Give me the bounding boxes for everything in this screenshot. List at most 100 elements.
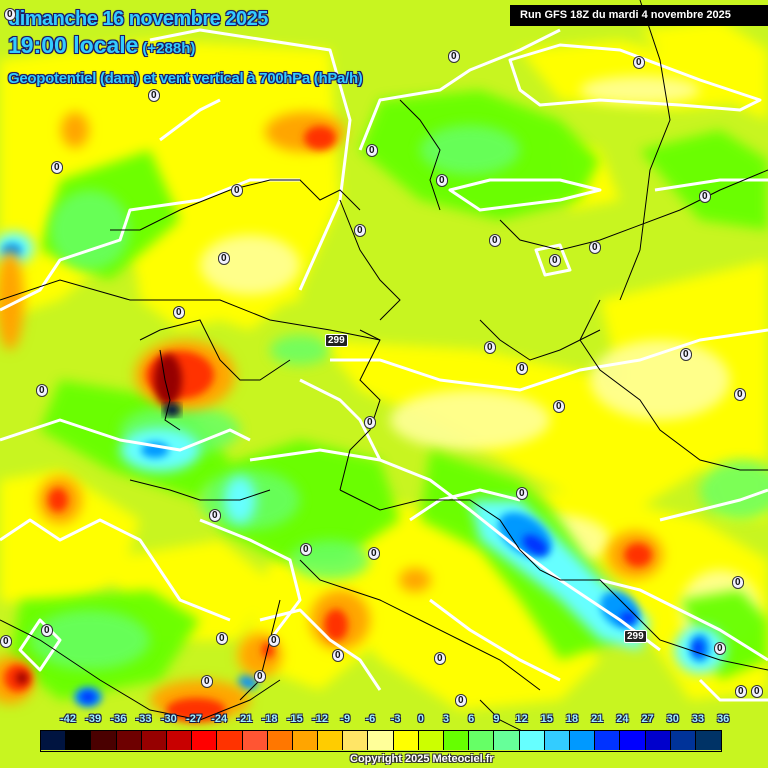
legend-tick: 30 bbox=[666, 713, 679, 725]
zero-contour-label: 0 bbox=[751, 685, 763, 698]
zero-contour-label: 0 bbox=[41, 624, 53, 637]
legend-tick: -24 bbox=[211, 713, 228, 725]
geopotential-contour-label: 299 bbox=[624, 630, 647, 643]
legend-tick: -3 bbox=[390, 713, 401, 725]
legend-tick: 9 bbox=[493, 713, 500, 725]
legend-tick: -9 bbox=[340, 713, 351, 725]
legend-tick: 6 bbox=[468, 713, 475, 725]
zero-contour-label: 0 bbox=[366, 144, 378, 157]
zero-contour-label: 0 bbox=[633, 56, 645, 69]
legend-swatch bbox=[695, 731, 722, 750]
zero-contour-label: 0 bbox=[268, 634, 280, 647]
legend-tick: 0 bbox=[417, 713, 424, 725]
zero-contour-label: 0 bbox=[732, 576, 744, 589]
zero-contour-label: 0 bbox=[589, 241, 601, 254]
legend-tick: -30 bbox=[160, 713, 177, 725]
zero-contour-label: 0 bbox=[231, 184, 243, 197]
legend-swatch bbox=[91, 731, 117, 750]
legend-tick: 3 bbox=[442, 713, 450, 725]
legend-tick: 27 bbox=[641, 713, 654, 725]
legend-swatch bbox=[569, 731, 596, 750]
legend-tick: -39 bbox=[85, 713, 102, 725]
zero-contour-label: 0 bbox=[332, 649, 344, 662]
legend-swatch bbox=[192, 731, 218, 750]
zero-contour-label: 0 bbox=[4, 8, 16, 21]
zero-contour-label: 0 bbox=[434, 652, 446, 665]
legend-swatch bbox=[620, 731, 646, 750]
zero-contour-label: 0 bbox=[734, 388, 746, 401]
legend-swatch bbox=[318, 731, 344, 750]
zero-contour-label: 0 bbox=[714, 642, 726, 655]
zero-contour-label: 0 bbox=[148, 89, 160, 102]
zero-contour-label: 0 bbox=[680, 348, 692, 361]
legend-swatch bbox=[242, 731, 268, 750]
country-borders bbox=[0, 0, 768, 741]
legend-swatch bbox=[393, 731, 419, 750]
zero-contour-label: 0 bbox=[699, 190, 711, 203]
zero-contour-label: 0 bbox=[36, 384, 48, 397]
legend-swatch bbox=[217, 731, 243, 750]
zero-contour-label: 0 bbox=[364, 416, 376, 429]
forecast-date: dimanche 16 novembre 2025 bbox=[8, 8, 268, 30]
legend-swatch bbox=[267, 731, 293, 750]
legend-tick: -36 bbox=[110, 713, 127, 725]
zero-contour-label: 0 bbox=[300, 543, 312, 556]
legend-swatch bbox=[41, 731, 67, 750]
zero-contour-label: 0 bbox=[448, 50, 460, 63]
legend-tick: -12 bbox=[312, 713, 328, 725]
zero-contour-label: 0 bbox=[484, 341, 496, 354]
legend-tick-labels: -42 -39 -36 -33 -30 -27 -24 -21 -18 -15 -12 -9 -6 -3 0… bbox=[0, 713, 768, 727]
legend-tick: 12 bbox=[515, 713, 528, 725]
legend-tick: 36 bbox=[717, 713, 730, 725]
zero-contour-label: 0 bbox=[209, 509, 221, 522]
zero-contour-label: 0 bbox=[436, 174, 448, 187]
legend-swatch bbox=[595, 731, 621, 750]
zero-contour-label: 0 bbox=[201, 675, 213, 688]
zero-contours bbox=[0, 28, 768, 702]
zero-contour-label: 0 bbox=[0, 635, 12, 648]
zero-contour-label: 0 bbox=[254, 670, 266, 683]
zero-contour-label: 0 bbox=[455, 694, 467, 707]
legend-swatch bbox=[368, 731, 394, 750]
legend-swatch bbox=[141, 731, 167, 750]
parameter-title: Geopotentiel (dam) et vent vertical à 70… bbox=[8, 70, 363, 87]
run-info-banner: Run GFS 18Z du mardi 4 novembre 2025 bbox=[510, 5, 768, 26]
zero-contour-label: 0 bbox=[516, 362, 528, 375]
legend-swatch bbox=[670, 731, 696, 750]
legend-tick: -6 bbox=[365, 713, 376, 725]
forecast-offset: (+288h) bbox=[142, 40, 196, 57]
legend-tick: 33 bbox=[691, 713, 705, 725]
legend-swatch bbox=[444, 731, 470, 750]
legend-tick: -18 bbox=[261, 713, 278, 725]
zero-contour-label: 0 bbox=[216, 632, 228, 645]
legend-tick: -42 bbox=[60, 713, 76, 725]
legend-tick: -27 bbox=[186, 713, 202, 725]
legend-swatch bbox=[544, 731, 570, 750]
zero-contour-label: 0 bbox=[173, 306, 185, 319]
legend-swatch bbox=[418, 731, 444, 750]
legend-swatch bbox=[116, 731, 142, 750]
forecast-time-label: 19:00 locale bbox=[8, 32, 139, 58]
color-legend bbox=[40, 730, 723, 752]
legend-swatch bbox=[469, 731, 495, 750]
legend-swatch bbox=[166, 731, 193, 750]
legend-tick: 18 bbox=[565, 713, 579, 725]
legend-swatch bbox=[66, 731, 92, 750]
legend-tick: -15 bbox=[286, 713, 303, 725]
legend-swatch bbox=[645, 731, 671, 750]
legend-swatch bbox=[494, 731, 520, 750]
zero-contour-label: 0 bbox=[368, 547, 380, 560]
geopotential-contour-label: 299 bbox=[325, 334, 348, 347]
copyright-notice: Copyright 2025 Meteociel.fr bbox=[350, 753, 494, 765]
zero-contour-label: 0 bbox=[354, 224, 366, 237]
legend-tick: 15 bbox=[540, 713, 553, 725]
legend-swatch bbox=[343, 731, 369, 750]
zero-contour-label: 0 bbox=[218, 252, 230, 265]
zero-contour-label: 0 bbox=[489, 234, 501, 247]
legend-swatch bbox=[519, 731, 545, 750]
legend-tick: -33 bbox=[135, 713, 152, 725]
forecast-time: 19:00 locale (+288h) bbox=[8, 32, 195, 59]
zero-contour-label: 0 bbox=[553, 400, 565, 413]
